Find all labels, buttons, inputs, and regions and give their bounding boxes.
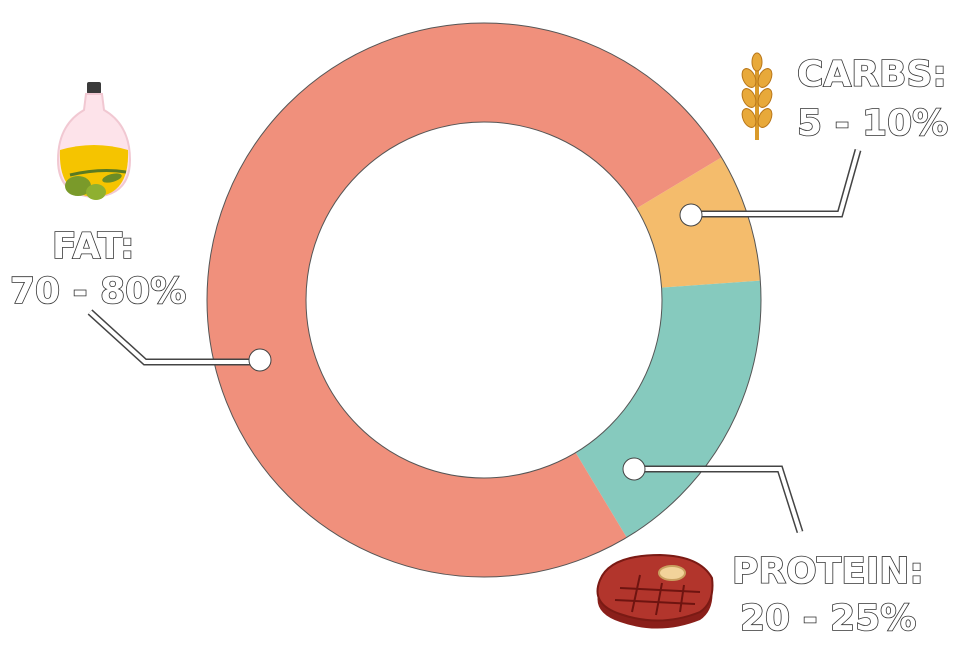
donut-ring [206,22,762,578]
fat-slice [206,22,722,577]
donut-outer-edge [206,22,762,578]
donut-hole [305,121,663,479]
carbs-range: 5 - 10% [797,103,948,144]
protein-leader-line [622,457,804,534]
fat-label: FAT: [52,226,135,267]
carbs-label: CARBS: [797,54,947,95]
steak-icon [596,553,714,629]
carbs-leader-line [679,149,862,227]
protein-slice [575,280,762,538]
protein-label: PROTEIN: [732,551,924,592]
protein-range: 20 - 25% [740,598,916,639]
oil-bottle-icon [56,82,132,200]
fat-range: 70 - 80% [10,271,186,312]
fat-leader-line [87,309,272,372]
wheat-icon [741,52,773,140]
